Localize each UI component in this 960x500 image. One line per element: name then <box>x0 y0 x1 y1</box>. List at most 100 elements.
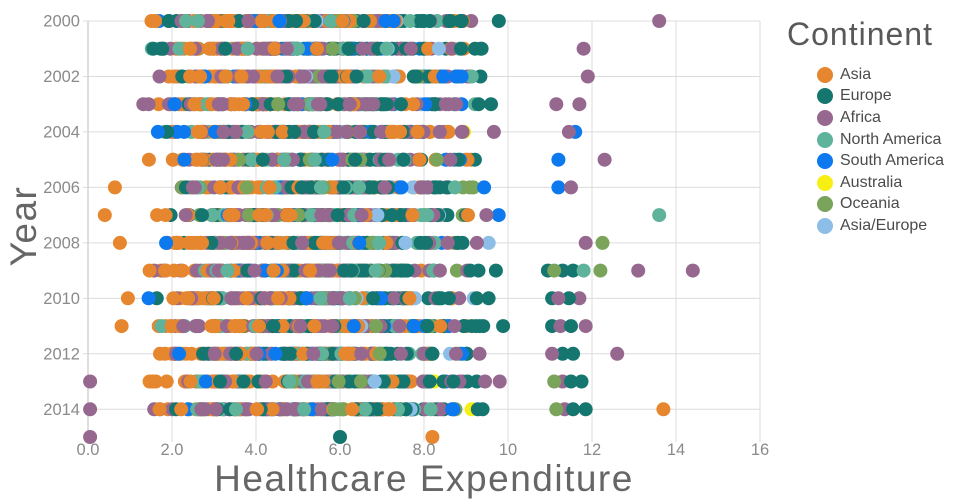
legend-item-label: Australia <box>840 173 903 191</box>
data-point <box>330 208 345 223</box>
data-point <box>299 291 314 306</box>
data-point <box>112 235 127 250</box>
data-point <box>213 180 228 195</box>
legend-item-label: Asia/Europe <box>840 216 928 234</box>
legend-item-australia[interactable]: Australia <box>817 172 960 194</box>
data-point <box>317 124 332 139</box>
data-point <box>287 124 302 139</box>
data-point <box>352 180 366 195</box>
legend-item-europe[interactable]: Europe <box>817 86 960 108</box>
data-point <box>205 319 220 334</box>
data-point <box>279 41 294 56</box>
data-point <box>268 346 283 361</box>
data-point <box>176 319 191 334</box>
data-point <box>578 235 593 250</box>
data-point <box>187 97 202 112</box>
data-point <box>333 430 347 444</box>
data-point <box>254 14 269 28</box>
legend-item-africa[interactable]: Africa <box>817 107 960 129</box>
data-point <box>144 14 159 28</box>
data-point <box>387 291 402 306</box>
legend-item-asia-europe[interactable]: Asia/Europe <box>817 215 960 237</box>
data-point <box>150 124 165 139</box>
data-point <box>307 319 322 334</box>
data-point <box>410 124 425 139</box>
data-point <box>382 152 397 167</box>
data-point <box>454 124 469 139</box>
data-point <box>83 402 98 417</box>
data-point <box>398 263 413 278</box>
data-point <box>294 180 309 195</box>
data-point <box>491 14 506 28</box>
data-point <box>393 97 408 112</box>
data-point <box>362 180 377 195</box>
data-point <box>402 291 417 306</box>
data-point <box>114 319 129 334</box>
data-point <box>307 124 321 139</box>
data-point <box>194 152 209 167</box>
data-point <box>572 97 587 112</box>
data-point <box>367 374 382 389</box>
data-point <box>260 69 274 84</box>
data-point <box>454 69 469 84</box>
data-point <box>218 41 233 56</box>
data-point <box>446 402 461 417</box>
data-point <box>183 41 197 56</box>
data-point <box>326 291 341 306</box>
data-point <box>195 208 209 223</box>
data-point <box>252 208 267 223</box>
data-point <box>314 402 329 417</box>
data-point <box>297 402 312 417</box>
legend-item-oceania[interactable]: Oceania <box>817 194 960 216</box>
data-point <box>438 97 453 112</box>
data-point <box>151 97 166 112</box>
data-point <box>97 208 112 223</box>
legend-items: Asia Europe Africa North America South Ameri… <box>760 64 960 237</box>
data-point <box>326 180 341 195</box>
data-point <box>344 263 359 278</box>
data-point <box>443 152 458 167</box>
data-point <box>469 291 484 306</box>
data-point <box>370 208 385 223</box>
data-point <box>419 235 434 250</box>
data-point <box>580 69 595 84</box>
data-point <box>154 319 169 334</box>
data-point <box>595 235 610 250</box>
legend-item-label: Asia <box>840 65 872 83</box>
data-point <box>484 97 498 112</box>
data-point <box>159 235 174 250</box>
data-point <box>547 374 562 389</box>
data-point <box>218 69 233 84</box>
data-point <box>107 180 122 195</box>
legend-item-north-america[interactable]: North America <box>817 129 960 151</box>
legend: Continent Asia Europe Africa North America S… <box>760 14 960 237</box>
data-point <box>486 124 501 139</box>
data-point <box>174 402 189 417</box>
data-point <box>464 319 479 334</box>
data-point <box>553 319 568 334</box>
data-point <box>216 124 231 139</box>
data-point <box>348 152 363 167</box>
data-point <box>379 97 394 112</box>
data-point <box>566 402 581 417</box>
data-point <box>394 180 409 195</box>
data-point <box>561 291 576 306</box>
data-point <box>307 152 322 167</box>
data-point <box>229 346 243 361</box>
legend-item-south-america[interactable]: South America <box>817 150 960 172</box>
data-point <box>405 208 420 223</box>
y-tick-label: 2006 <box>43 179 80 197</box>
data-point <box>342 291 357 306</box>
data-point <box>193 124 208 139</box>
data-point <box>311 97 325 112</box>
data-point <box>382 402 397 417</box>
data-point <box>141 291 156 306</box>
australia-swatch-icon <box>817 174 833 191</box>
data-point <box>396 152 411 167</box>
data-point <box>148 374 163 389</box>
data-point <box>262 180 277 195</box>
data-point <box>549 402 564 417</box>
legend-item-asia[interactable]: Asia <box>817 64 960 86</box>
data-point <box>152 69 167 84</box>
x-tick-label: 10 <box>499 441 517 459</box>
